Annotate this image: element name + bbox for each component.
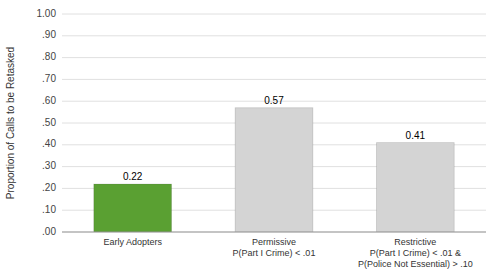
bar: [235, 108, 313, 232]
y-tick-label: .20: [42, 182, 56, 193]
y-tick-label: .90: [42, 29, 56, 40]
y-tick-label: 1.00: [37, 8, 57, 19]
grid-line: [62, 57, 486, 58]
bar: [94, 184, 172, 232]
y-tick-label: .10: [42, 204, 56, 215]
bars: [94, 108, 454, 232]
chart-svg: .00 .10 .20 .30 .40 .50 .60 .70 .80 .90 1.00 Propor…: [0, 0, 500, 280]
y-tick-label: .40: [42, 138, 56, 149]
x-axis-line: [62, 232, 486, 233]
x-tick-label-line: Early Adopters: [103, 237, 162, 247]
y-axis-label: Proportion of Calls to be Retasked: [5, 47, 16, 199]
y-tick-label: .70: [42, 73, 56, 84]
x-tick-label: RestrictiveP(Part I Crime) < .01 &P(Poli…: [358, 237, 473, 269]
x-tick-label-line: P(Part I Crime) < .01: [233, 248, 316, 258]
y-tick-label: .80: [42, 51, 56, 62]
x-tick-label: PermissiveP(Part I Crime) < .01: [233, 237, 316, 258]
y-tick-label: .30: [42, 160, 56, 171]
data-label: 0.22: [123, 171, 143, 182]
grid-line: [62, 232, 486, 233]
bar: [376, 143, 454, 232]
x-tick-label-line: P(Police Not Essential) > .10: [358, 259, 473, 269]
x-tick-label-line: Permissive: [252, 237, 296, 247]
y-tick-label: .00: [42, 226, 56, 237]
x-tick-label-line: P(Part I Crime) < .01 &: [370, 248, 461, 258]
grid-line: [62, 35, 486, 36]
y-tick-label: .60: [42, 95, 56, 106]
chart-container: .00 .10 .20 .30 .40 .50 .60 .70 .80 .90 1.00 Propor…: [0, 0, 500, 280]
grid-line: [62, 79, 486, 80]
data-label: 0.41: [406, 130, 426, 141]
x-tick-label-line: Restrictive: [394, 237, 436, 247]
y-tick-label: .50: [42, 117, 56, 128]
data-label: 0.57: [264, 95, 284, 106]
x-tick-label: Early Adopters: [103, 237, 162, 247]
grid-line: [62, 14, 486, 15]
grid: [62, 14, 486, 232]
